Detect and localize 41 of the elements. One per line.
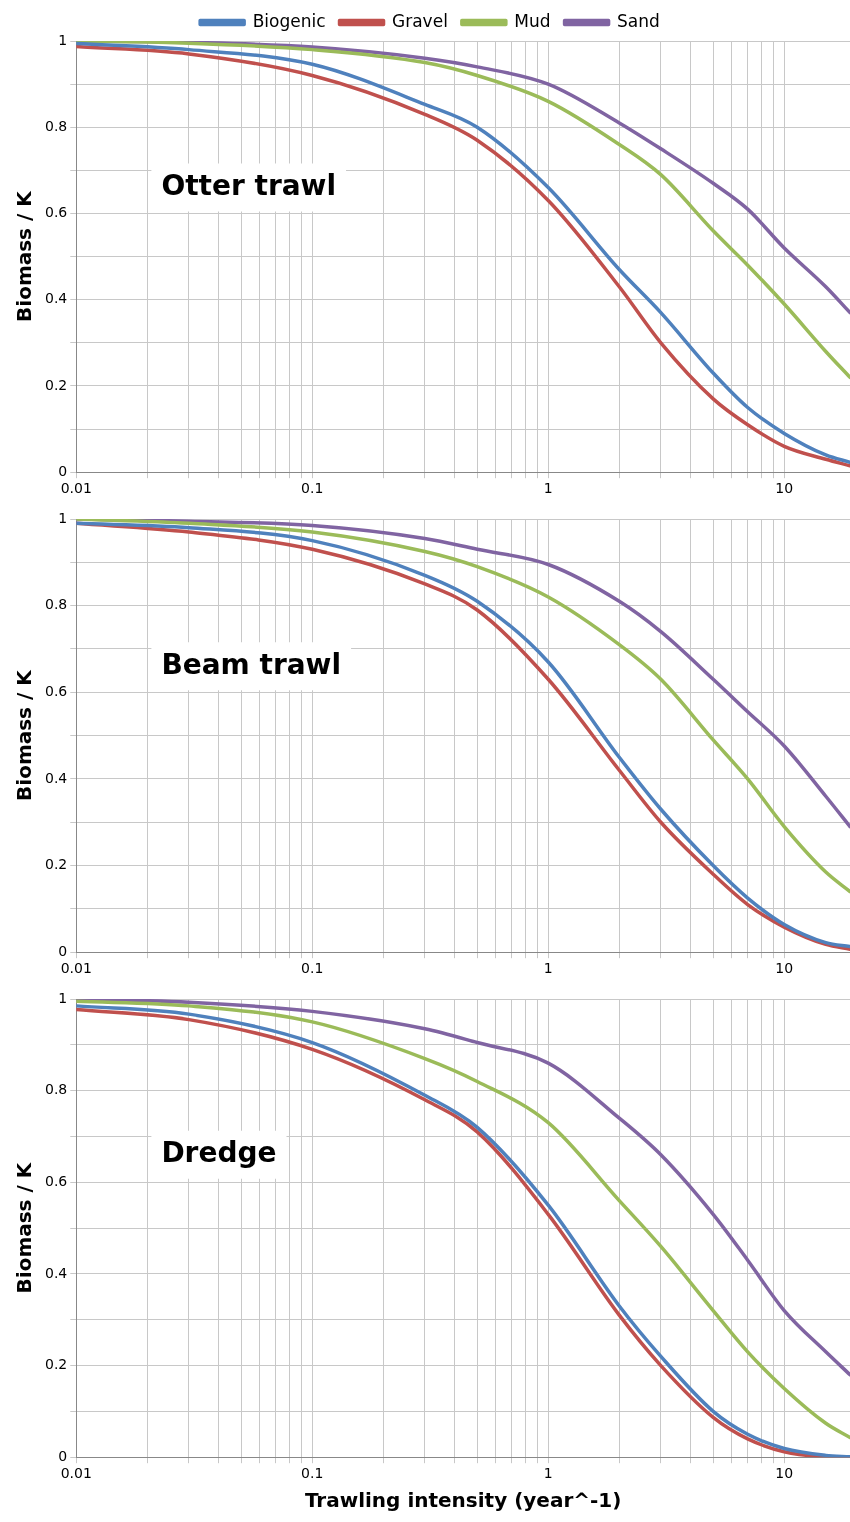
x-tick-label: 1	[543, 480, 553, 497]
x-tick-label: 1	[543, 960, 553, 977]
y-tick-label: 0.4	[45, 290, 68, 307]
y-tick-label: 1	[58, 31, 68, 48]
y-axis-title: Biomass / K	[12, 189, 37, 322]
y-tick-label: 0.2	[45, 376, 68, 393]
y-tick-label: 0.8	[45, 1081, 68, 1098]
y-tick-label: 1	[58, 989, 68, 1006]
y-axis-title: Biomass / K	[12, 1161, 37, 1294]
y-axis-title: Biomass / K	[12, 668, 37, 801]
x-tick-label: 10	[775, 960, 794, 977]
x-tick-label: 10	[775, 1465, 794, 1482]
x-tick-label: 10	[775, 480, 794, 497]
annotation: Dredge	[161, 1136, 277, 1170]
x-axis-title: Trawling intensity (year^-1)	[304, 1488, 622, 1513]
legend-label: Gravel	[392, 10, 448, 31]
y-tick-label: 0.8	[45, 117, 68, 134]
x-tick-label: 0.01	[60, 1465, 92, 1482]
y-tick-label: 0.2	[45, 856, 68, 873]
x-tick-label: 0.1	[301, 960, 324, 977]
legend-label: Sand	[617, 10, 660, 31]
y-tick-label: 0.8	[45, 596, 68, 613]
x-tick-label: 0.1	[301, 1465, 324, 1482]
y-tick-label: 1	[58, 509, 68, 526]
x-tick-label: 1	[543, 1465, 553, 1482]
annotation: Beam trawl	[161, 647, 342, 681]
y-tick-label: 0	[58, 942, 68, 959]
annotation: Otter trawl	[161, 168, 337, 202]
y-tick-label: 0	[58, 462, 68, 479]
x-tick-label: 0.1	[301, 480, 324, 497]
y-tick-label: 0.6	[45, 1172, 68, 1189]
legend-label: Mud	[514, 10, 551, 31]
y-tick-label: 0.6	[45, 204, 68, 221]
x-tick-label: 0.01	[60, 480, 92, 497]
y-tick-label: 0	[58, 1447, 68, 1464]
x-tick-label: 0.01	[60, 960, 92, 977]
y-tick-label: 0.6	[45, 682, 68, 699]
y-tick-label: 0.2	[45, 1356, 68, 1373]
y-tick-label: 0.4	[45, 769, 68, 786]
legend-label: Biogenic	[252, 10, 326, 31]
y-tick-label: 0.4	[45, 1264, 68, 1281]
